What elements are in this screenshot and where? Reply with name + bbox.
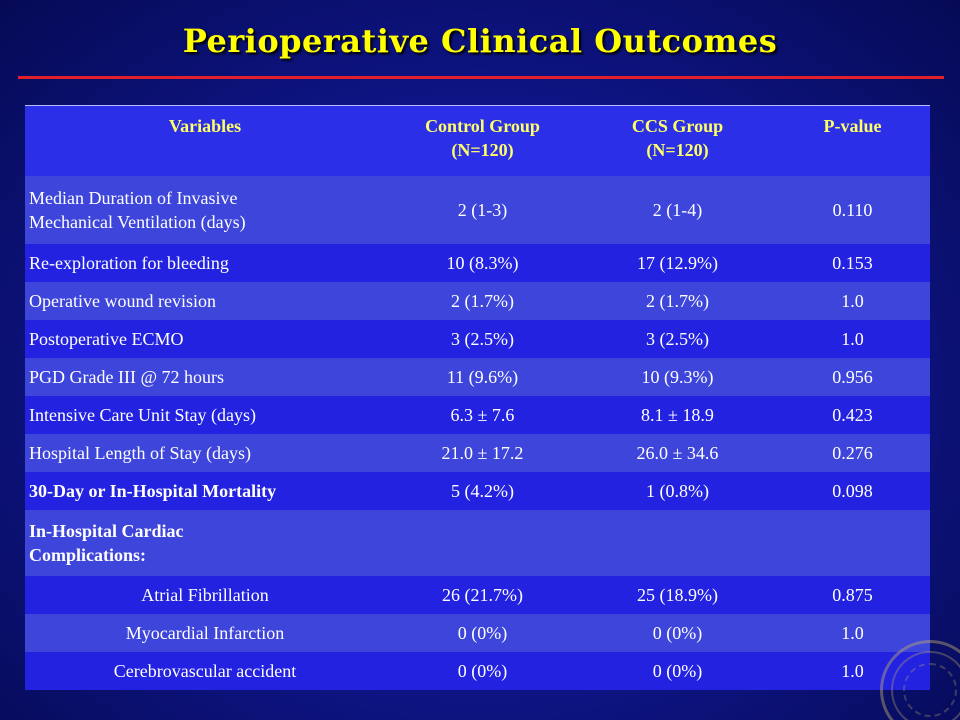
row-variable: Postoperative ECMO [29,328,184,349]
row-ccs-value: 10 (9.3%) [641,366,714,387]
row-variable: Re-exploration for bleeding [29,252,229,273]
row-control-value: 2 (1-3) [457,199,508,220]
row-control-value: 10 (8.3%) [446,252,519,273]
row-control-value [385,510,580,576]
row-control-value: 6.3 ± 7.6 [450,404,515,425]
row-ccs-value: 2 (1-4) [652,199,703,220]
row-variable: Hospital Length of Stay (days) [29,442,251,463]
row-ccs-value: 0 (0%) [652,660,703,681]
row-variable: Operative wound revision [29,290,216,311]
row-variable: Atrial Fibrillation [141,584,269,605]
row-control-value: 0 (0%) [457,622,508,643]
row-p-value: 0.276 [832,442,873,463]
row-p-value [775,510,930,576]
header-control-group: Control Group (N=120) [425,116,540,160]
table-row: Median Duration of Invasive Mechanical V… [25,175,930,244]
row-variable: PGD Grade III @ 72 hours [29,366,225,387]
row-ccs-value: 1 (0.8%) [646,480,709,501]
table-row: Myocardial Infarction 0 (0%) 0 (0%) 1.0 [25,613,930,652]
row-p-value: 0.423 [832,404,873,425]
row-p-value: 0.875 [832,584,873,605]
table-row: 30-Day or In-Hospital Mortality 5 (4.2%)… [25,471,930,510]
title-underline [18,76,944,79]
row-control-value: 21.0 ± 17.2 [441,442,524,463]
row-ccs-value: 25 (18.9%) [637,584,718,605]
row-p-value: 1.0 [841,660,864,681]
table-row: Cerebrovascular accident 0 (0%) 0 (0%) 1… [25,651,930,690]
header-ccs-group: CCS Group (N=120) [631,116,724,160]
row-control-value: 26 (21.7%) [442,584,523,605]
row-ccs-value: 26.0 ± 34.6 [636,442,719,463]
table-row: Atrial Fibrillation 26 (21.7%) 25 (18.9%… [25,575,930,614]
table-row: Re-exploration for bleeding 10 (8.3%) 17… [25,243,930,282]
table-row: PGD Grade III @ 72 hours 11 (9.6%) 10 (9… [25,357,930,396]
table-row: Hospital Length of Stay (days) 21.0 ± 17… [25,433,930,472]
row-control-value: 2 (1.7%) [451,290,514,311]
table-header-row: Variables Control Group (N=120) CCS Grou… [25,105,930,176]
outcomes-table: Variables Control Group (N=120) CCS Grou… [25,105,930,690]
row-ccs-value [580,510,775,576]
table-row: In-Hospital Cardiac Complications: [25,509,930,576]
row-p-value: 0.956 [832,366,873,387]
row-p-value: 0.110 [832,199,873,220]
row-ccs-value: 2 (1.7%) [646,290,709,311]
header-variables: Variables [168,116,242,136]
table-row: Operative wound revision 2 (1.7%) 2 (1.7… [25,281,930,320]
row-control-value: 0 (0%) [457,660,508,681]
row-variable: Cerebrovascular accident [113,660,297,681]
row-p-value: 1.0 [841,622,864,643]
row-variable: Median Duration of Invasive Mechanical V… [29,187,246,232]
row-p-value: 0.098 [832,480,873,501]
table-row: Postoperative ECMO 3 (2.5%) 3 (2.5%) 1.0 [25,319,930,358]
row-ccs-value: 8.1 ± 18.9 [641,404,714,425]
row-variable: Intensive Care Unit Stay (days) [29,404,256,425]
slide-title: Perioperative Clinical Outcomes [182,22,778,60]
row-p-value: 1.0 [841,290,864,311]
row-p-value: 0.153 [832,252,873,273]
row-variable: In-Hospital Cardiac Complications: [29,520,184,565]
row-control-value: 5 (4.2%) [451,480,514,501]
row-control-value: 11 (9.6%) [446,366,519,387]
table-row: Intensive Care Unit Stay (days) 6.3 ± 7.… [25,395,930,434]
row-ccs-value: 0 (0%) [652,622,703,643]
row-ccs-value: 3 (2.5%) [646,328,709,349]
row-control-value: 3 (2.5%) [451,328,514,349]
university-seal-icon [880,640,960,720]
header-p-value: P-value [823,116,882,136]
row-variable: Myocardial Infarction [125,622,285,643]
row-p-value: 1.0 [841,328,864,349]
row-variable: 30-Day or In-Hospital Mortality [29,480,277,501]
row-ccs-value: 17 (12.9%) [637,252,718,273]
